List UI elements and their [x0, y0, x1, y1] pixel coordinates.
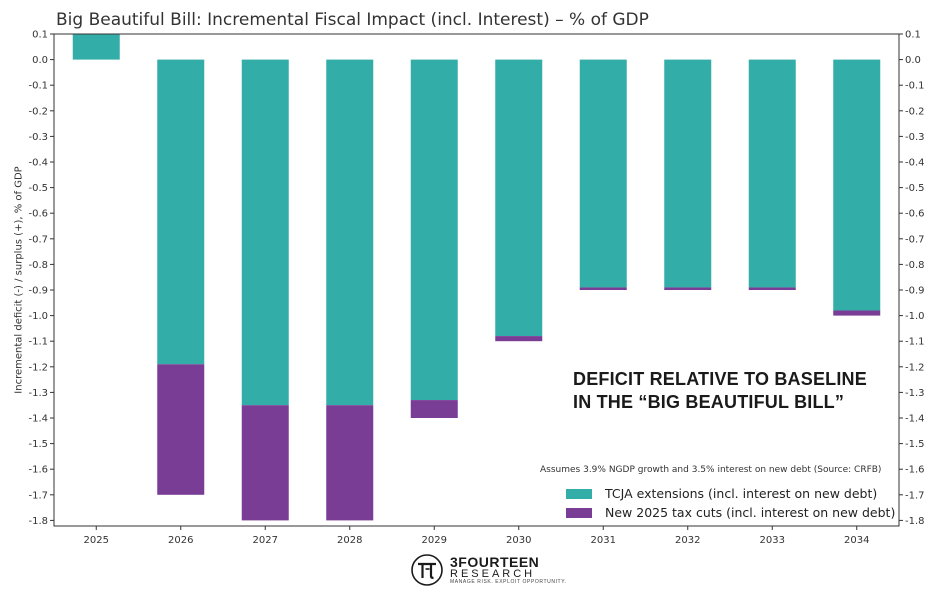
legend-item-new-cuts: New 2025 tax cuts (incl. interest on new… — [566, 503, 895, 522]
logo-name: 3FOURTEEN — [450, 554, 540, 570]
y-tick-label-right: -1.7 — [905, 490, 925, 501]
y-tick-label-left: -1.5 — [28, 439, 48, 450]
legend-swatch-tcja — [566, 488, 592, 499]
legend-label-new-cuts: New 2025 tax cuts (incl. interest on new… — [605, 505, 896, 520]
y-tick-label-left: -1.6 — [28, 465, 48, 476]
bar-tcja-2029 — [410, 59, 458, 401]
y-tick-label-left: -1.0 — [28, 311, 48, 322]
y-tick-label-left: -0.6 — [28, 209, 48, 220]
callout-box: DEFICIT RELATIVE TO BASELINE IN THE “BIG… — [573, 368, 867, 414]
y-tick-label-left: -0.1 — [28, 81, 48, 92]
y-tick-label-left: -0.4 — [28, 158, 48, 169]
legend-label-tcja: TCJA extensions (incl. interest on new d… — [605, 486, 878, 501]
x-tick-label-2033: 2033 — [760, 535, 785, 546]
y-tick-label-left: -1.3 — [28, 388, 48, 399]
y-tick-label-right: -0.4 — [905, 158, 925, 169]
callout-line-1: DEFICIT RELATIVE TO BASELINE — [573, 369, 867, 389]
pi-circle-logo-icon — [411, 554, 443, 586]
brand-logo: 3FOURTEEN RESEARCH MANAGE RISK. EXPLOIT … — [410, 553, 567, 587]
bar-tcja-2032 — [664, 59, 712, 288]
y-tick-label-right: -1.6 — [905, 465, 925, 476]
x-tick-label-2032: 2032 — [675, 535, 700, 546]
bar-new-cuts-2027 — [241, 405, 289, 521]
y-tick-label-left: -0.5 — [28, 183, 48, 194]
y-tick-label-right: 0.1 — [905, 30, 921, 41]
logo-tagline: MANAGE RISK. EXPLOIT OPPORTUNITY. — [450, 579, 567, 585]
x-tick-label-2028: 2028 — [337, 535, 362, 546]
y-tick-label-right: -1.1 — [905, 337, 925, 348]
logo-sub: RESEARCH — [450, 568, 536, 580]
bar-new-cuts-2033 — [748, 287, 796, 290]
bar-tcja-2025 — [72, 34, 120, 60]
legend: TCJA extensions (incl. interest on new d… — [566, 484, 895, 522]
y-tick-label-left: -1.2 — [28, 362, 48, 373]
y-tick-label-right: -1.5 — [905, 439, 925, 450]
y-tick-label-left: -0.3 — [28, 132, 48, 143]
y-tick-label-left: 0.0 — [32, 55, 48, 66]
y-tick-label-right: -0.1 — [905, 81, 925, 92]
y-tick-label-right: -1.4 — [905, 414, 925, 425]
bar-new-cuts-2026 — [157, 364, 205, 495]
bar-tcja-2026 — [157, 59, 205, 365]
callout-line-2: IN THE “BIG BEAUTIFUL BILL” — [573, 392, 845, 412]
x-tick-label-2027: 2027 — [253, 535, 278, 546]
bar-tcja-2030 — [495, 59, 543, 337]
bar-new-cuts-2030 — [495, 336, 543, 342]
y-tick-label-right: -0.2 — [905, 106, 925, 117]
y-tick-label-left: -1.7 — [28, 490, 48, 501]
y-tick-label-right: -0.7 — [905, 234, 925, 245]
y-tick-label-left: -0.2 — [28, 106, 48, 117]
axes-group: 2025 2026 2027 2028 2029 2030 2031 2032 2033 2034… — [28, 30, 924, 547]
y-tick-label-right: -0.8 — [905, 260, 925, 271]
bars-group — [72, 34, 881, 521]
y-tick-label-right: -0.9 — [905, 286, 925, 297]
bar-tcja-2034 — [833, 59, 881, 311]
logo-text: 3FOURTEEN RESEARCH MANAGE RISK. EXPLOIT … — [450, 555, 567, 585]
bar-tcja-2031 — [579, 59, 627, 288]
legend-swatch-new-cuts — [566, 507, 592, 518]
bar-new-cuts-2029 — [410, 400, 458, 418]
bar-new-cuts-2032 — [664, 287, 712, 290]
assumption-note: Assumes 3.9% NGDP growth and 3.5% intere… — [540, 465, 882, 475]
y-tick-label-left: -0.9 — [28, 286, 48, 297]
y-tick-label-right: -0.5 — [905, 183, 925, 194]
x-tick-label-2030: 2030 — [506, 535, 531, 546]
plot-border — [53, 33, 900, 527]
y-tick-label-right: -0.6 — [905, 209, 925, 220]
x-tick-label-2034: 2034 — [844, 535, 869, 546]
y-tick-label-right: -1.3 — [905, 388, 925, 399]
y-tick-label-left: -1.4 — [28, 414, 48, 425]
y-tick-label-right: -1.8 — [905, 516, 925, 527]
bar-tcja-2033 — [748, 59, 796, 288]
y-tick-label-right: -0.3 — [905, 132, 925, 143]
x-tick-label-2026: 2026 — [168, 535, 193, 546]
x-tick-label-2031: 2031 — [591, 535, 616, 546]
y-tick-label-left: -0.8 — [28, 260, 48, 271]
chart-title: Big Beautiful Bill: Incremental Fiscal I… — [56, 10, 649, 30]
bar-new-cuts-2034 — [833, 310, 881, 316]
y-tick-label-right: -1.0 — [905, 311, 925, 322]
y-tick-label-left: -0.7 — [28, 234, 48, 245]
bar-new-cuts-2028 — [326, 405, 374, 521]
y-tick-label-left: -1.8 — [28, 516, 48, 527]
y-tick-label-right: 0.0 — [905, 55, 921, 66]
bar-new-cuts-2031 — [579, 287, 627, 290]
bar-tcja-2028 — [326, 59, 374, 406]
y-tick-label-left: 0.1 — [32, 30, 48, 41]
y-tick-label-left: -1.1 — [28, 337, 48, 348]
y-tick-label-right: -1.2 — [905, 362, 925, 373]
x-tick-label-2029: 2029 — [422, 535, 447, 546]
legend-item-tcja: TCJA extensions (incl. interest on new d… — [566, 484, 895, 503]
x-tick-label-2025: 2025 — [84, 535, 109, 546]
bar-tcja-2027 — [241, 59, 289, 406]
